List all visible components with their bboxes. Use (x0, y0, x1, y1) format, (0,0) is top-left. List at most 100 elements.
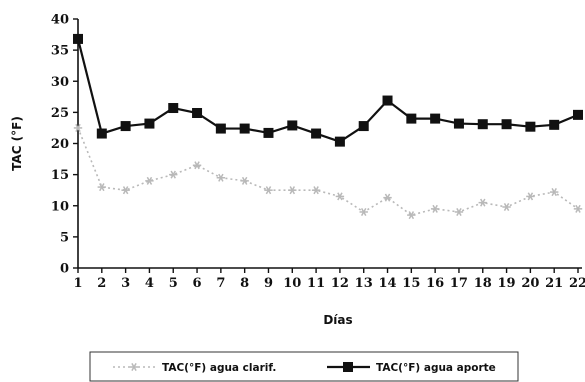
x-tick-label: 13 (355, 276, 373, 291)
y-tick-label: 40 (51, 13, 69, 28)
x-tick-label: 6 (193, 276, 202, 291)
data-point (192, 107, 203, 118)
x-tick-label: 11 (307, 276, 325, 291)
data-point (121, 186, 130, 195)
data-point (549, 188, 559, 197)
data-point (263, 127, 274, 138)
legend-label: TAC(°F) agua aporte (376, 362, 496, 374)
marker-stroke (75, 123, 81, 132)
marker-stroke (146, 176, 153, 185)
marker-stroke (456, 207, 462, 216)
marker-stroke (551, 188, 557, 197)
marker-stroke (503, 202, 510, 212)
marker-stroke (99, 183, 105, 192)
marker-stroke (480, 198, 486, 207)
x-axis-ticks: 1 2 3 4 5 6 7 8 9 10 11 12 13 14 15 16 17 18 19 20 21 22 (73, 268, 585, 291)
data-point (478, 198, 487, 207)
data-point (549, 119, 560, 130)
x-tick-label: 1 (73, 276, 82, 291)
data-point (311, 128, 322, 139)
x-tick-label: 8 (240, 276, 249, 291)
series-line (76, 38, 579, 143)
data-point (215, 123, 226, 134)
marker-stroke (194, 161, 200, 170)
x-tick-label: 22 (569, 276, 585, 291)
data-point (526, 192, 535, 201)
data-point (477, 119, 488, 130)
x-tick-label: 2 (97, 276, 106, 291)
data-point (144, 118, 155, 129)
y-tick-label: 5 (60, 230, 69, 245)
data-point (239, 123, 250, 134)
y-tick-label: 30 (51, 75, 69, 90)
data-point (453, 118, 464, 129)
y-tick-label: 35 (51, 44, 69, 59)
marker-stroke (408, 211, 415, 220)
data-point (525, 121, 536, 132)
data-point (573, 204, 583, 213)
data-point (145, 176, 154, 185)
data-point (311, 186, 321, 195)
x-tick-label: 15 (402, 276, 420, 291)
data-point (454, 207, 464, 216)
x-tick-label: 21 (545, 276, 563, 291)
data-point (97, 183, 107, 192)
marker-stroke (265, 186, 272, 195)
legend-items: TAC(°F) agua clarif. TAC(°F) agua aporte (113, 362, 496, 374)
series-line (77, 127, 579, 216)
data-point (216, 173, 226, 182)
x-tick-label: 7 (216, 276, 225, 291)
series-aporte (73, 33, 583, 147)
data-point (335, 192, 345, 201)
x-axis-title: Días (323, 313, 352, 327)
marker-stroke (432, 204, 438, 213)
data-point (169, 170, 178, 179)
data-point (573, 109, 583, 120)
data-point (288, 186, 297, 195)
y-tick-label: 20 (51, 137, 69, 152)
x-tick-label: 4 (145, 276, 154, 291)
data-point (168, 103, 179, 114)
x-tick-label: 20 (521, 276, 539, 291)
marker-stroke (170, 170, 176, 179)
legend-label: TAC(°F) agua clarif. (162, 362, 276, 374)
x-tick-label: 19 (498, 276, 516, 291)
data-point (96, 128, 107, 139)
data-point (407, 211, 416, 220)
y-axis-ticks: 0 5 10 15 20 25 30 35 40 (51, 13, 78, 277)
marker-stroke (575, 204, 581, 213)
data-point (430, 113, 441, 124)
x-tick-label: 10 (283, 276, 301, 291)
marker-stroke (122, 186, 129, 195)
data-point (287, 120, 298, 131)
marker-stroke (337, 192, 343, 201)
y-tick-label: 10 (51, 199, 69, 214)
marker-stroke (360, 207, 367, 216)
legend-item-clarif: TAC(°F) agua clarif. (113, 362, 276, 374)
x-tick-label: 3 (121, 276, 130, 291)
series-group (73, 33, 583, 220)
data-point (120, 121, 131, 132)
y-tick-label: 15 (51, 168, 69, 183)
data-point (406, 113, 417, 124)
marker-stroke (384, 193, 391, 202)
data-point (264, 186, 273, 195)
legend: TAC(°F) agua clarif. TAC(°F) agua aporte (89, 351, 519, 382)
data-point (383, 193, 392, 202)
legend-item-aporte: TAC(°F) agua aporte (327, 362, 496, 374)
legend-box (89, 351, 519, 382)
y-axis-title: TAC (°F) (10, 116, 24, 171)
x-tick-label: 16 (426, 276, 444, 291)
data-point (382, 95, 393, 106)
data-point (240, 176, 249, 185)
marker-stroke (313, 186, 319, 195)
data-point (73, 123, 83, 132)
data-point (501, 119, 512, 130)
x-tick-label: 5 (169, 276, 178, 291)
marker-stroke (527, 192, 534, 201)
marker-stroke (289, 186, 296, 195)
x-tick-label: 12 (331, 276, 349, 291)
data-point (73, 33, 83, 44)
